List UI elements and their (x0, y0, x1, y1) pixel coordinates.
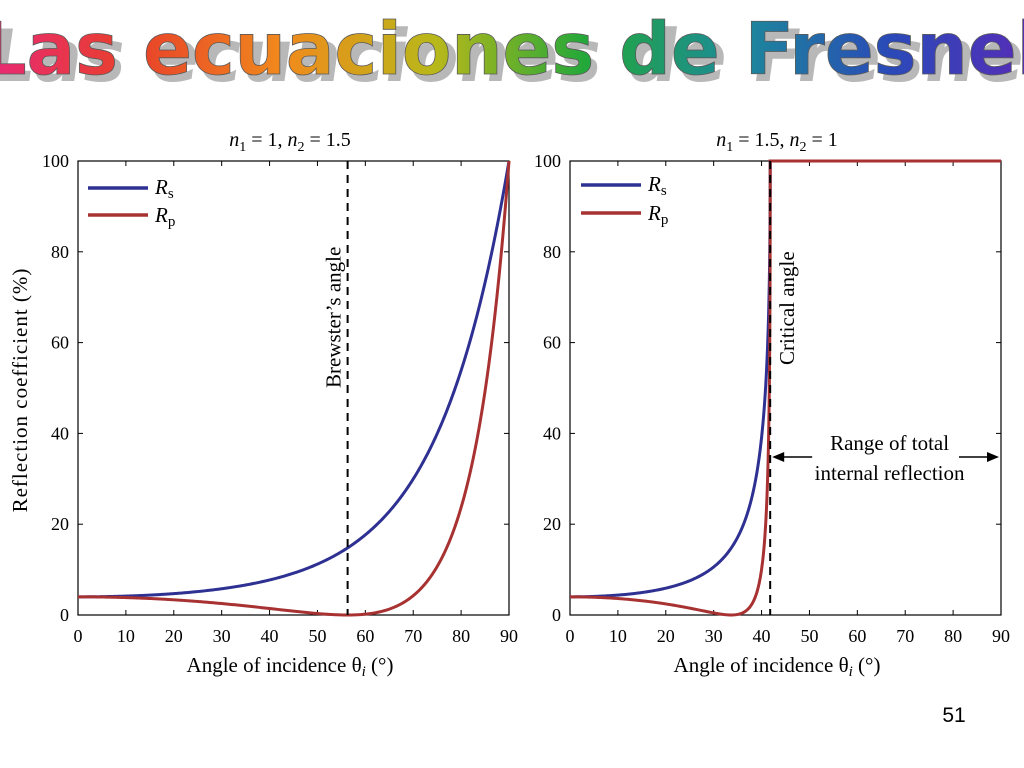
series-rp-line (570, 159, 1001, 617)
x-tick-label: 60 (848, 626, 866, 646)
x-tick-label: 60 (356, 626, 374, 646)
x-tick-label: 70 (404, 626, 422, 646)
legend-rs-label: Rs (154, 175, 174, 202)
chart-right-title: n1 = 1.5, n2 = 1 (716, 129, 838, 155)
chart-left-plot-frame (77, 160, 510, 616)
x-tick-label: 50 (800, 626, 818, 646)
x-tick-label: 40 (261, 626, 279, 646)
x-tick-label: 90 (500, 626, 518, 646)
legend-rp-label: Rp (154, 203, 175, 230)
y-tick-label: 80 (51, 242, 69, 262)
chart-left-ylabel: Reflection coefficient (%) (8, 268, 32, 513)
y-tick-label: 0 (552, 605, 561, 625)
tir-range-label-line2: internal reflection (815, 461, 965, 485)
y-tick-label: 20 (51, 514, 69, 534)
tir-range-annotation: Range of total internal reflection (772, 431, 999, 485)
chart-left-xlabel: Angle of incidence θi (°) (187, 653, 394, 680)
y-tick-label: 60 (51, 333, 69, 353)
x-tick-label: 30 (213, 626, 231, 646)
y-tick-label: 80 (543, 242, 561, 262)
x-tick-label: 0 (566, 626, 575, 646)
slide-title: Las ecuaciones de Fresnel Las ecuaciones… (0, 7, 1024, 99)
x-tick-label: 80 (452, 626, 470, 646)
x-tick-label: 20 (165, 626, 183, 646)
tir-range-label-line1: Range of total (830, 431, 949, 455)
page-number: 51 (942, 704, 966, 727)
chart-right-legend: Rs Rp (581, 172, 668, 228)
chart-right-plot-frame (569, 160, 1002, 616)
x-tick-label: 70 (896, 626, 914, 646)
slide-title-text: Las ecuaciones de Fresnel (0, 7, 1024, 91)
x-tick-label: 80 (944, 626, 962, 646)
chart-left-legend: Rs Rp (88, 175, 175, 230)
tir-arrowhead-right (987, 452, 999, 462)
chart-right-xlabel: Angle of incidence θi (°) (674, 653, 881, 680)
chart-right-curves (570, 159, 1001, 617)
chart-right-fresnel-internal: n1 = 1.5, n2 = 1 0 10 20 30 40 50 60 70 80 90 0 20 4… (534, 129, 1010, 680)
x-tick-label: 30 (705, 626, 723, 646)
chart-right-ticks: 0 10 20 30 40 50 60 70 80 90 0 20 40 60 80 100 (534, 151, 1010, 646)
critical-angle-label: Critical angle (775, 251, 799, 365)
x-tick-label: 0 (74, 626, 83, 646)
y-tick-label: 100 (42, 151, 69, 171)
y-tick-label: 100 (534, 151, 561, 171)
y-tick-label: 0 (60, 605, 69, 625)
chart-left-ticks: 0 10 20 30 40 50 60 70 80 90 0 20 40 60 80 100 (42, 151, 518, 646)
slide-title-shadow: Las ecuaciones de Fresnel (0, 15, 1024, 99)
series-rs-line (78, 160, 511, 599)
legend-rp-label: Rp (647, 201, 668, 228)
x-tick-label: 20 (657, 626, 675, 646)
y-tick-label: 40 (51, 423, 69, 443)
x-tick-label: 10 (117, 626, 135, 646)
series-rs-line (570, 159, 1001, 599)
x-tick-label: 50 (308, 626, 326, 646)
y-tick-label: 60 (543, 333, 561, 353)
chart-left-title: n1 = 1, n2 = 1.5 (229, 129, 351, 155)
chart-left-fresnel-external: n1 = 1, n2 = 1.5 0 10 20 30 40 50 60 70 80 90 0 20 4… (8, 129, 518, 680)
chart-left-curves (78, 160, 511, 617)
x-tick-label: 10 (609, 626, 627, 646)
y-tick-label: 40 (543, 423, 561, 443)
x-tick-label: 90 (992, 626, 1010, 646)
tir-arrowhead-left (772, 452, 785, 462)
brewster-angle-label: Brewster’s angle (322, 247, 346, 388)
series-rp-line (78, 160, 511, 617)
x-tick-label: 40 (753, 626, 771, 646)
y-tick-label: 20 (543, 514, 561, 534)
legend-rs-label: Rs (647, 172, 667, 199)
